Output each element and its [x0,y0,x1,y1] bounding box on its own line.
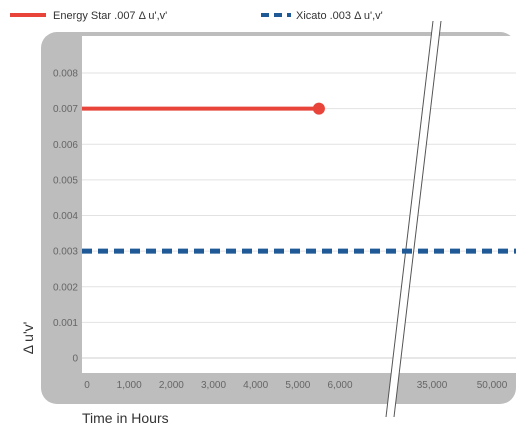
x-tick-label-7: 35,000 [417,380,448,391]
x-axis-title: Time in Hours [82,410,169,426]
y-tick-label-7: 0.007 [53,104,78,115]
x-tick-label-3: 3,000 [201,380,226,391]
y-tick-label-4: 0.004 [53,211,78,222]
axis-break-line-right [393,20,442,418]
x-tick-label-2: 2,000 [159,380,184,391]
series-end-marker-0 [312,102,325,115]
axis-break-band [386,21,441,417]
y-tick-label-1: 0.001 [53,318,78,329]
y-tick-labels: 0 0.001 0.002 0.003 0.004 0.005 0.006 0.007 0.00… [53,69,78,365]
x-tick-label-5: 5,000 [285,380,310,391]
axis-break [385,20,442,418]
plot-area [82,36,516,373]
y-tick-label-2: 0.002 [53,282,78,293]
x-tick-label-1: 1,000 [117,380,142,391]
legend: Energy Star .007 Δ u',v' Xicato .003 Δ u… [10,10,383,22]
x-tick-label-0: 0 [84,380,90,391]
y-tick-label-6: 0.006 [53,140,78,151]
grid-lines [82,72,516,359]
legend-label-xicato: Xicato .003 Δ u',v' [296,10,383,22]
y-tick-label-3: 0.003 [53,247,78,258]
x-tick-label-8: 50,000 [477,380,508,391]
y-axis-title: Δ u'v' [20,322,36,355]
x-tick-label-6: 6,000 [327,380,352,391]
series-group [82,102,516,254]
legend-label-energy-star: Energy Star .007 Δ u',v' [53,10,167,22]
y-tick-label-5: 0.005 [53,175,78,186]
x-tick-label-4: 4,000 [243,380,268,391]
y-tick-label-0: 0 [72,354,78,365]
axis-break-line-left [385,20,434,418]
y-tick-label-8: 0.008 [53,69,78,80]
x-tick-labels: 0 1,000 2,000 3,000 4,000 5,000 6,000 35,000 50,… [84,380,508,391]
